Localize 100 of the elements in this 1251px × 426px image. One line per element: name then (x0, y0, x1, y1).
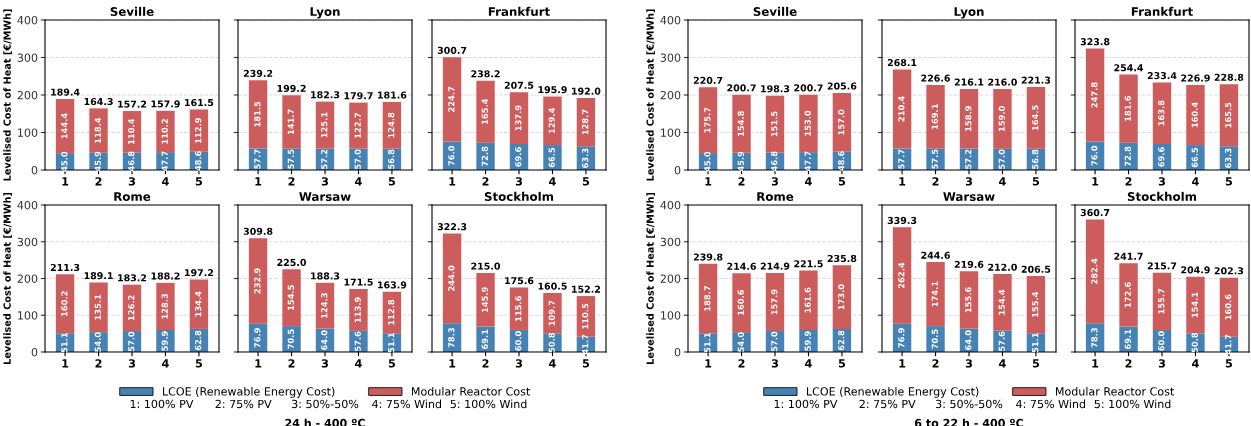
x-tick-label: 2 (482, 359, 489, 368)
data-label: 112.9 (195, 117, 202, 143)
data-label: 173.0 (838, 284, 845, 310)
data-label: 46.8 (128, 151, 135, 172)
total-label: 198.3 (761, 85, 790, 93)
data-label: 56.8 (388, 149, 395, 169)
total-label: 199.2 (277, 84, 306, 92)
total-label: 179.7 (344, 92, 373, 100)
data-label: 47.7 (161, 151, 168, 171)
total-label: 214.6 (727, 262, 756, 270)
y-tick-label: 300 (660, 53, 681, 62)
total-label: 183.2 (118, 274, 147, 282)
x-tick-label: 1 (449, 177, 456, 186)
bar (892, 69, 912, 149)
data-label: 154.4 (998, 289, 1005, 315)
data-label: 165.5 (1225, 102, 1232, 128)
total-label: 200.7 (727, 84, 756, 92)
chart-title: Stockholm (1127, 191, 1197, 201)
x-tick-label: 5 (838, 359, 846, 368)
chart-title: Frankfurt (488, 6, 550, 16)
total-label: 157.9 (151, 100, 180, 108)
x-tick-label: 1 (705, 359, 712, 368)
data-label: 59.9 (804, 331, 811, 351)
total-label: 212.0 (988, 263, 1017, 271)
data-label: 57.5 (931, 149, 938, 169)
chart-title: Rome (114, 192, 151, 201)
text: 2: 75% PV (859, 399, 916, 409)
x-tick-label: 1 (62, 359, 69, 368)
data-label: 47.7 (804, 151, 811, 171)
total-label: 206.5 (1021, 265, 1051, 273)
data-label: 155.6 (965, 287, 972, 313)
data-label: 172.6 (1124, 282, 1131, 308)
data-label: 244.0 (448, 265, 455, 291)
total-label: 221.5 (794, 260, 823, 268)
bar (892, 227, 912, 324)
bar (156, 282, 175, 330)
data-label: 57.0 (128, 331, 135, 352)
bar (248, 80, 268, 149)
y-tick-label: 100 (18, 311, 38, 320)
bar (1026, 87, 1046, 149)
x-tick-label: 5 (1225, 359, 1233, 368)
x-tick-label: 1 (1092, 359, 1099, 368)
bar (282, 269, 301, 327)
data-label: 175.7 (704, 107, 711, 133)
y-tick-label: 200 (660, 90, 681, 100)
total-label: 322.3 (437, 223, 467, 231)
bar (926, 85, 945, 149)
bar (1152, 82, 1172, 144)
data-label: 113.9 (354, 297, 361, 323)
data-label: 262.4 (898, 262, 905, 289)
data-label: 160.6 (737, 289, 744, 315)
x-tick-label: 1 (62, 177, 69, 186)
bar (543, 96, 562, 146)
bar (1219, 84, 1239, 147)
x-tick-label: 2 (932, 177, 939, 186)
data-label: 57.0 (354, 149, 361, 169)
x-tick-label: 5 (388, 359, 396, 368)
total-label: 175.6 (505, 277, 534, 285)
y-axis-title: Levelised Cost of Heat [€/MWh] (3, 192, 12, 365)
data-label: 118.4 (94, 117, 101, 143)
total-label: 189.1 (84, 272, 113, 280)
bar (765, 273, 785, 332)
x-tick-label: 5 (582, 177, 590, 186)
bar (732, 273, 751, 333)
total-label: 323.8 (1080, 38, 1110, 46)
x-tick-label: 4 (999, 177, 1006, 186)
total-label: 225.0 (277, 258, 307, 267)
x-tick-label: 3 (1158, 177, 1165, 186)
y-tick-label: 100 (661, 311, 681, 320)
total-label: 238.2 (471, 70, 500, 78)
total-label: 216.1 (954, 78, 984, 86)
data-label: 57.2 (321, 149, 328, 169)
total-label: 215.0 (471, 262, 501, 270)
legend-label: Modular Reactor Cost (1055, 386, 1175, 396)
x-tick-label: 5 (582, 359, 590, 368)
total-label: 205.6 (827, 82, 857, 90)
y-tick-label: 0 (31, 347, 38, 357)
bar (1186, 84, 1205, 146)
x-tick-label: 3 (965, 177, 972, 186)
text: 4: 75% Wind (1016, 399, 1086, 409)
text: 4: 75% Wind (372, 399, 442, 409)
y-tick-label: 100 (661, 128, 681, 137)
data-label: 57.6 (998, 331, 1005, 352)
data-label: 60.0 (1158, 331, 1165, 351)
data-label: 163.8 (1158, 100, 1165, 126)
bar (189, 109, 209, 152)
total-label: 239.2 (243, 69, 273, 77)
x-tick-label: 4 (355, 177, 362, 186)
total-label: 214.9 (760, 262, 790, 270)
data-label: 157.9 (771, 289, 778, 315)
text: 5: 100% Wind (1094, 399, 1171, 409)
bar (959, 88, 979, 149)
data-label: 161.6 (804, 287, 811, 313)
data-label: 66.5 (1191, 147, 1198, 168)
total-label: 207.5 (504, 81, 534, 89)
y-axis-title: Levelised Cost of Heat [€/MWh] (3, 9, 12, 181)
data-label: 57.0 (998, 149, 1005, 169)
x-tick-label: 2 (288, 177, 295, 186)
text: 5: 100% Wind (450, 399, 527, 409)
total-label: 339.3 (887, 216, 917, 225)
